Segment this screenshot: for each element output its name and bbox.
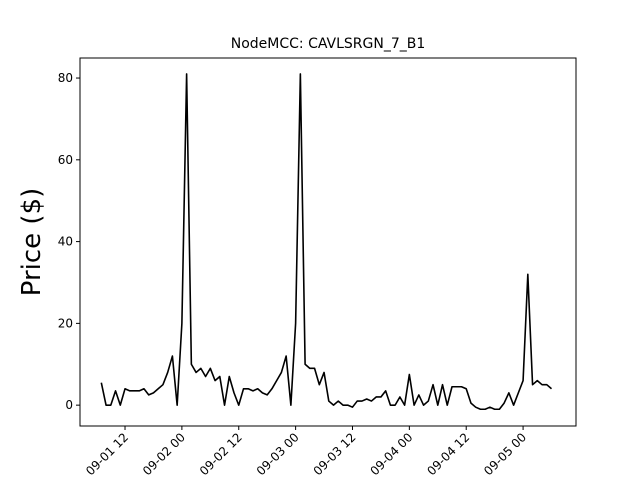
y-tick-label: 80 xyxy=(58,71,73,85)
y-axis-label: Price ($) xyxy=(17,188,47,297)
y-tick-label: 40 xyxy=(58,235,73,249)
y-tick-label: 60 xyxy=(58,153,73,167)
y-tick-label: 20 xyxy=(58,316,73,330)
chart-title: NodeMCC: CAVLSRGN_7_B1 xyxy=(231,36,426,52)
series-line xyxy=(100,73,553,411)
y-tick-label: 0 xyxy=(65,398,73,412)
